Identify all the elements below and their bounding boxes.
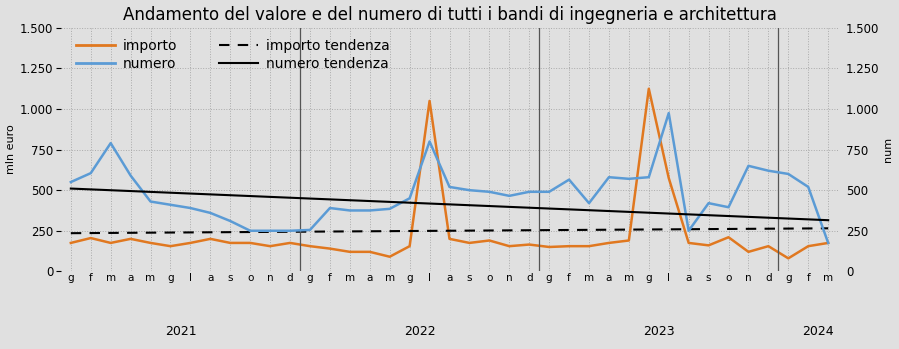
Text: 2024: 2024 [803,325,834,338]
Text: 2021: 2021 [165,325,196,338]
Text: 2023: 2023 [643,325,674,338]
Legend: importo, numero, importo tendenza, numero tendenza: importo, numero, importo tendenza, numer… [72,35,395,75]
Y-axis label: num: num [884,137,894,162]
Y-axis label: mln euro: mln euro [5,125,15,174]
Text: 2022: 2022 [404,325,435,338]
Title: Andamento del valore e del numero di tutti i bandi di ingegneria e architettura: Andamento del valore e del numero di tut… [122,6,777,23]
